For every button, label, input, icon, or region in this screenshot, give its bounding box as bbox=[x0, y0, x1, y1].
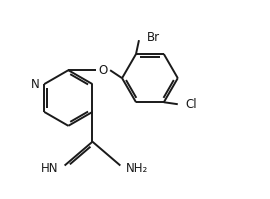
Text: Cl: Cl bbox=[186, 98, 197, 111]
Text: Br: Br bbox=[147, 31, 160, 44]
Text: HN: HN bbox=[41, 162, 59, 175]
Text: NH₂: NH₂ bbox=[126, 162, 149, 175]
Text: O: O bbox=[99, 64, 108, 77]
Text: N: N bbox=[31, 78, 39, 91]
